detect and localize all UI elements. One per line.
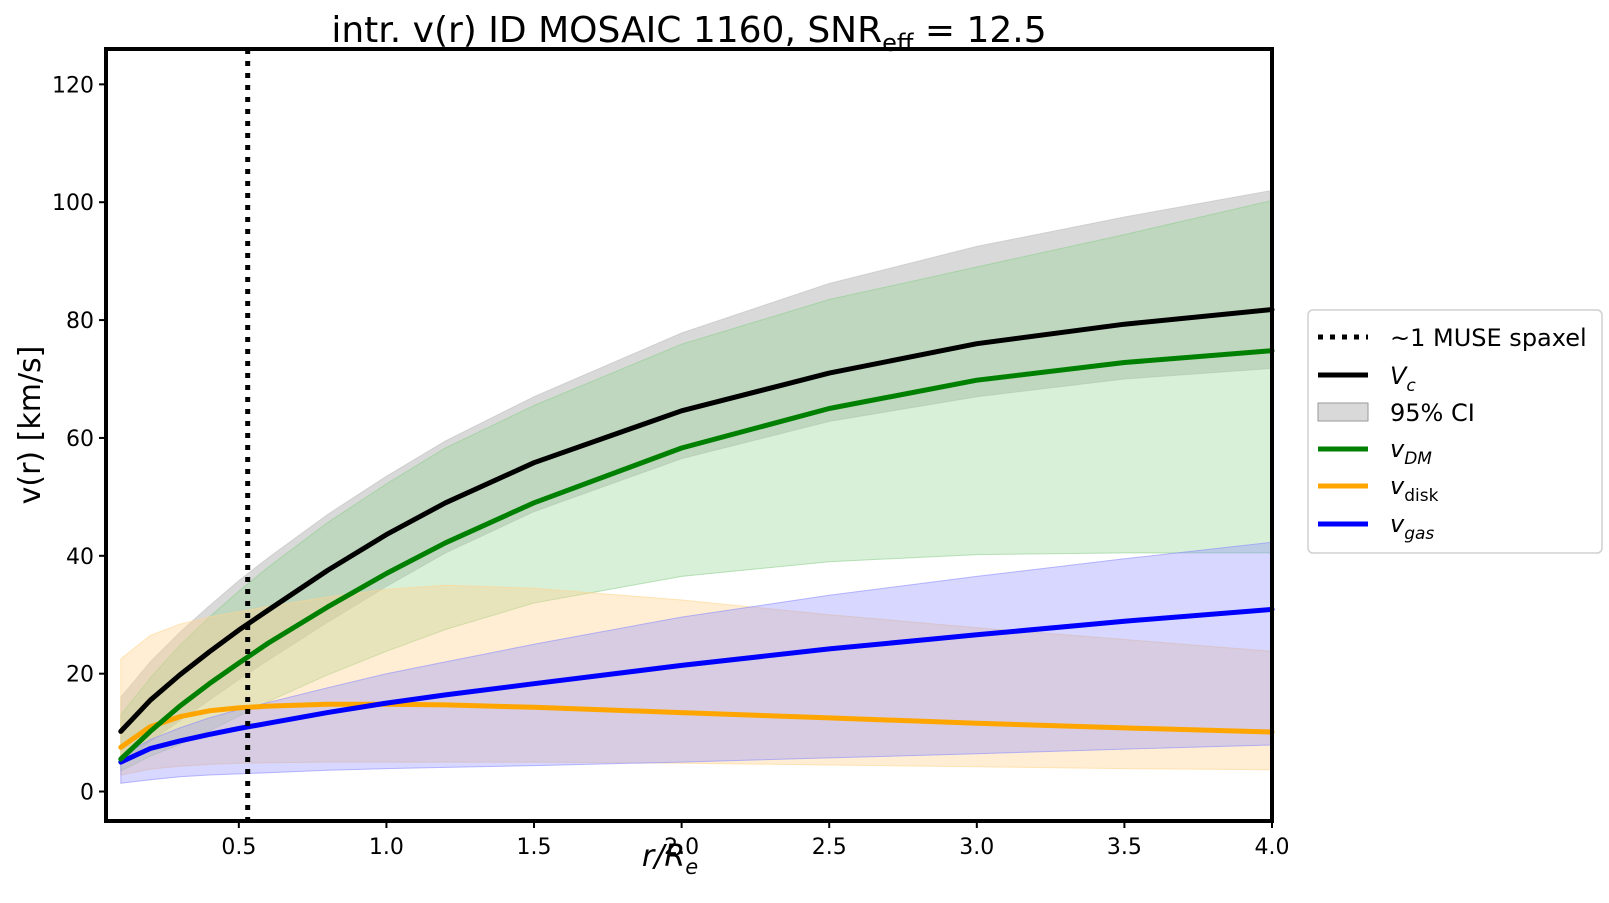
legend-vdisk-label: vdisk (1390, 472, 1439, 506)
x-tick-label: 1.5 (517, 835, 552, 860)
legend-ci-label: 95% CI (1390, 399, 1475, 427)
y-axis: 0 20 40 60 80 100 120 (52, 73, 106, 806)
x-axis: 0.5 1.0 1.5 2.0 2.5 3.0 3.5 4.0 (221, 821, 1290, 860)
legend-frame (1307, 309, 1603, 554)
y-tick-label: 60 (66, 427, 94, 452)
vdm-line (118, 348, 1275, 762)
vgas-line (118, 606, 1275, 765)
x-tick-label: 0.5 (221, 835, 256, 860)
y-tick-label: 100 (52, 191, 94, 216)
y-axis-label: v(r) [km/s] (13, 346, 48, 505)
legend-ci-swatch (1317, 402, 1369, 422)
x-tick-label: 3.5 (1107, 835, 1142, 860)
vc-line (118, 307, 1275, 734)
y-tick-label: 80 (66, 309, 94, 334)
x-tick-label: 2.0 (664, 835, 699, 860)
legend-vc-label: Vc (1390, 362, 1416, 396)
y-tick-label: 120 (52, 73, 94, 98)
y-tick-label: 40 (66, 545, 94, 570)
series-lines (118, 307, 1275, 765)
plot-frame (104, 47, 1274, 823)
legend: ~1 MUSE spaxel Vc 95% CI vDM vdisk vgas (1307, 309, 1603, 554)
legend-vdm-label: vDM (1390, 435, 1432, 469)
x-axis-label: r/Re (642, 839, 698, 879)
x-tick-label: 4.0 (1255, 835, 1290, 860)
legend-vgas-label: vgas (1390, 510, 1434, 544)
y-tick-label: 0 (80, 781, 94, 806)
y-tick-label: 20 (66, 663, 94, 688)
x-tick-label: 3.0 (959, 835, 994, 860)
x-tick-label: 2.5 (812, 835, 847, 860)
confidence-bands (120, 189, 1273, 784)
x-tick-label: 1.0 (369, 835, 404, 860)
chart-title: intr. v(r) ID MOSAIC 1160, SNReff = 12.5 (331, 10, 1046, 57)
legend-vline-label: ~1 MUSE spaxel (1390, 324, 1587, 352)
